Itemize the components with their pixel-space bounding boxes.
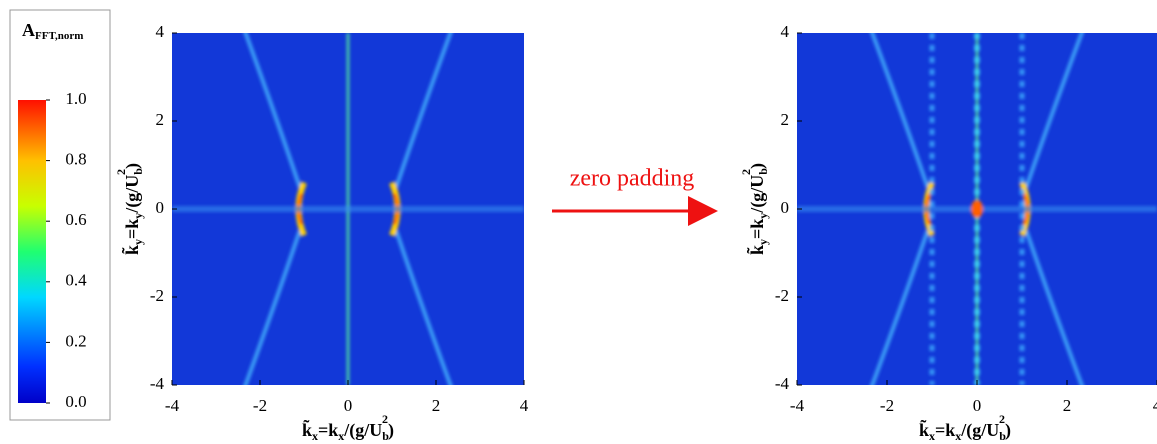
ridge (243, 33, 302, 188)
annotation: zero padding (570, 166, 695, 192)
axis-label: k̃y=ky/(g/Ub2) (739, 163, 770, 255)
heatmap (172, 33, 524, 385)
axis-label-part: y (756, 213, 770, 219)
ridge (1024, 230, 1084, 385)
x-tick-label: 0 (973, 396, 982, 415)
axis-label-part: /(g/U (747, 175, 768, 214)
y-tick-label: 0 (156, 198, 165, 217)
axis-label-part: =k (318, 420, 338, 440)
axis-label-part: k̃ (919, 420, 929, 441)
x-tick-label: -4 (790, 396, 805, 415)
axis-label-part: =k (122, 219, 142, 239)
ridge (870, 33, 930, 188)
axis-label-part: y (131, 239, 145, 245)
axis-label-part: k̃ (747, 245, 768, 255)
axis-label-part: k̃ (302, 420, 312, 441)
colorbar-title: AFFT,norm (22, 20, 83, 41)
axis-label-part: y (756, 239, 770, 245)
axis-label-part: 2 (382, 412, 388, 426)
axis-label-part: x (955, 429, 961, 443)
colorbar-tick-label: 0.6 (65, 210, 86, 229)
ridge (870, 230, 930, 385)
colorbar-tick-label: 0.8 (65, 150, 86, 169)
axis-label-part: k̃ (122, 245, 143, 255)
axis-label-part: /(g/U (122, 175, 143, 214)
y-tick-label: -4 (775, 374, 790, 393)
axis-label-part: 2 (114, 169, 128, 175)
colorbar-tick-label: 1.0 (65, 89, 86, 108)
axis-label-part: 2 (999, 412, 1005, 426)
axis-label-part: 2 (739, 169, 753, 175)
x-tick-label: 2 (432, 396, 441, 415)
y-tick-label: -4 (150, 374, 165, 393)
x-tick-label: 2 (1063, 396, 1072, 415)
axis-label-part: /(g/U (960, 420, 999, 441)
axis-label-part: =k (747, 219, 767, 239)
y-tick-label: 4 (781, 22, 790, 41)
axis-label-part: ) (1005, 420, 1011, 441)
heatmap-features (172, 33, 524, 385)
colorbar-tick-label: 0.2 (65, 331, 86, 350)
axis-label-part: /(g/U (343, 420, 382, 441)
axis-label-part: ) (747, 163, 768, 169)
axis-label: k̃x=kx/(g/Ub2) (919, 412, 1011, 443)
heatmap-features (797, 33, 1157, 385)
axis-label-part: b (756, 168, 770, 175)
x-tick-label: -2 (253, 396, 267, 415)
x-tick-label: -2 (880, 396, 894, 415)
y-tick-label: -2 (150, 286, 164, 305)
ridge (243, 230, 302, 385)
peak (971, 200, 983, 218)
axis-label-part: y (131, 213, 145, 219)
ridge (1024, 33, 1084, 188)
ridge (394, 230, 453, 385)
y-tick-label: 0 (781, 198, 790, 217)
axis-label-part: x (312, 429, 318, 443)
axis-label-part: ) (388, 420, 394, 441)
x-tick-label: 4 (520, 396, 529, 415)
x-tick-label: 0 (344, 396, 353, 415)
x-tick-label: -4 (165, 396, 180, 415)
axis-label-part: b (382, 429, 389, 443)
y-tick-label: -2 (775, 286, 789, 305)
y-tick-label: 2 (156, 110, 165, 129)
axis-label-part: =k (935, 420, 955, 440)
colorbar-tick-label: 0.4 (65, 271, 87, 290)
colorbar-tick-label: 0.0 (65, 392, 86, 411)
axis-label-part: x (929, 429, 935, 443)
axis-label: k̃x=kx/(g/Ub2) (302, 412, 394, 443)
axis-label: k̃y=ky/(g/Ub2) (114, 163, 145, 255)
axis-label-part: x (338, 429, 344, 443)
y-tick-label: 4 (156, 22, 165, 41)
ridge (394, 33, 453, 188)
axis-label-part: ) (122, 163, 143, 169)
axis-label-part: b (999, 429, 1006, 443)
heatmap (797, 33, 1157, 385)
x-tick-label: 4 (1153, 396, 1157, 415)
axis-label-part: b (131, 168, 145, 175)
y-tick-label: 2 (781, 110, 790, 129)
colorbar (18, 100, 46, 403)
